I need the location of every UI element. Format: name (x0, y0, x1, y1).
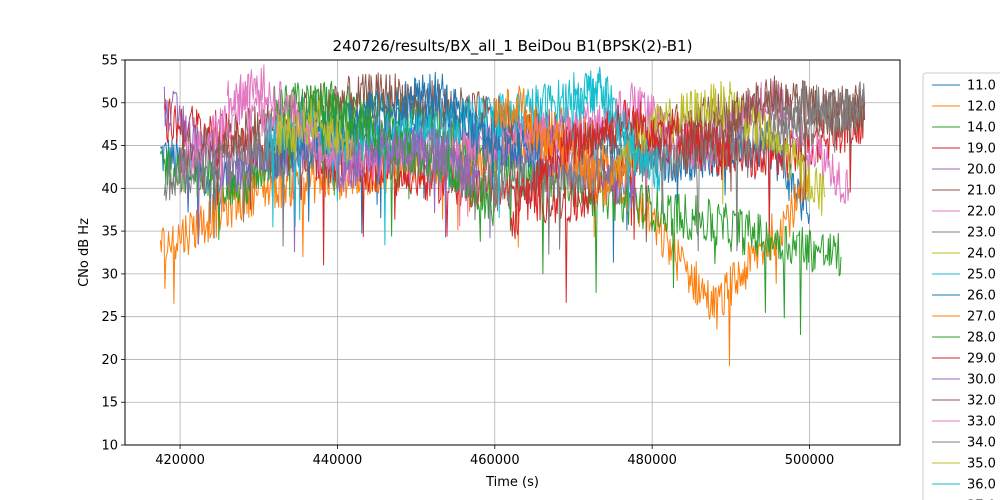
series-line-33.0 (226, 64, 338, 171)
y-tick-label: 20 (101, 353, 118, 368)
series-line-24.0 (612, 81, 826, 217)
y-tick-label: 35 (101, 225, 118, 240)
legend-label-30.0: 30.0 (967, 373, 996, 388)
legend-label-32.0: 32.0 (967, 394, 996, 409)
legend-label-23.0: 23.0 (967, 226, 996, 241)
legend-label-34.0: 34.0 (967, 436, 996, 451)
y-tick-label: 55 (101, 54, 118, 69)
legend-label-28.0: 28.0 (967, 331, 996, 346)
legend-label-33.0: 33.0 (967, 415, 996, 430)
y-tick-label: 45 (101, 139, 118, 154)
x-tick-label: 500000 (785, 453, 835, 468)
legend-label-36.0: 36.0 (967, 478, 996, 493)
legend-label-19.0: 19.0 (967, 142, 996, 157)
y-tick-label: 25 (101, 310, 118, 325)
y-tick-label: 15 (101, 396, 118, 411)
y-tick-label: 40 (101, 182, 118, 197)
y-tick-label: 10 (101, 439, 118, 454)
series-line-32.0 (683, 75, 866, 199)
legend-label-20.0: 20.0 (967, 163, 996, 178)
series-line-34.0 (769, 81, 866, 176)
legend-label-21.0: 21.0 (967, 184, 996, 199)
axes: 420000 440000 460000 480000 500000 10 15 20 25 30… (101, 54, 834, 469)
legend: 11.0 12.0 14.0 19.0 20.0 21.0 22.0 23.0 24.0 25.0… (922, 72, 1000, 500)
x-tick-label: 480000 (627, 453, 677, 468)
chart-title: 240726/results/BX_all_1 BeiDou B1(BPSK(2… (333, 37, 693, 56)
y-axis-label: CNo dB Hz (77, 218, 92, 287)
plot-frame (124, 59, 901, 446)
legend-label-22.0: 22.0 (967, 205, 996, 220)
legend-label-26.0: 26.0 (967, 289, 996, 304)
x-tick-label: 460000 (470, 453, 520, 468)
legend-label-24.0: 24.0 (967, 247, 996, 262)
legend-label-29.0: 29.0 (967, 352, 996, 367)
x-tick-label: 440000 (313, 453, 363, 468)
legend-label-35.0: 35.0 (967, 457, 996, 472)
legend-label-25.0: 25.0 (967, 268, 996, 283)
series-line-30.0 (336, 126, 480, 238)
x-tick-label: 420000 (155, 453, 205, 468)
series-line-27.0 (494, 85, 630, 207)
legend-label-12.0: 12.0 (967, 100, 996, 115)
y-tick-label: 50 (101, 96, 118, 111)
legend-label-11.0: 11.0 (967, 79, 996, 94)
series-line-35.0 (274, 98, 354, 163)
legend-box (922, 72, 1000, 500)
legend-label-27.0: 27.0 (967, 310, 996, 325)
y-tick-label: 30 (101, 267, 118, 282)
series-line-36.0 (573, 73, 661, 192)
x-axis-label: Time (s) (485, 475, 539, 490)
legend-label-14.0: 14.0 (967, 121, 996, 136)
series-lines (159, 64, 866, 367)
legend-label-37.0: 37.0 (967, 499, 996, 500)
